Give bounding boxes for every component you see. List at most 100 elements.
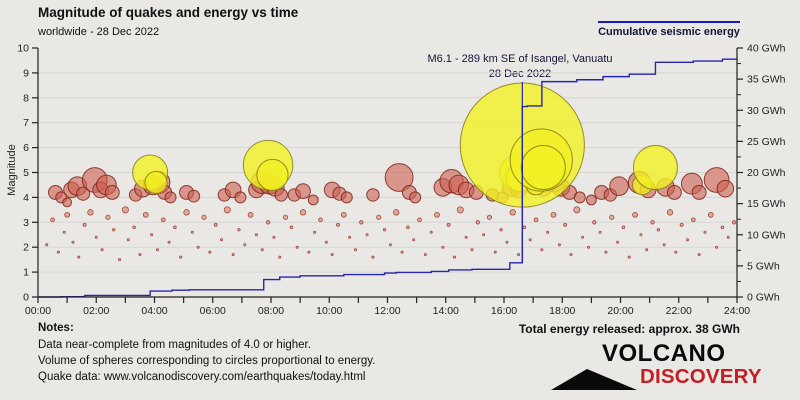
minor-quake-dot bbox=[231, 253, 235, 257]
quake-bubble-red bbox=[609, 176, 629, 196]
y-right-tick-label: 30 GWh bbox=[747, 105, 786, 117]
quake-bubble-red bbox=[366, 188, 380, 202]
minor-quake-dot bbox=[359, 220, 364, 225]
quake-bubble-yellow bbox=[632, 145, 678, 191]
y-left-tick-label: 2 bbox=[23, 242, 29, 254]
x-tick-label: 18:00 bbox=[549, 305, 575, 317]
minor-quake-dot bbox=[348, 235, 352, 239]
minor-quake-dot bbox=[336, 222, 340, 227]
quake-bubble-red bbox=[104, 184, 120, 200]
minor-quake-dot bbox=[289, 225, 294, 230]
quake-bubble-red bbox=[62, 197, 73, 208]
minor-quake-dot bbox=[645, 248, 649, 252]
minor-quake-dot bbox=[569, 253, 573, 257]
minor-quake-dot bbox=[627, 255, 631, 259]
quake-bubble-yellow bbox=[520, 145, 566, 191]
minor-quake-dot bbox=[441, 245, 445, 249]
minor-quake-dot bbox=[557, 243, 561, 247]
minor-quake-dot bbox=[470, 248, 474, 252]
y-right-tick-label: 15 GWh bbox=[747, 198, 786, 210]
minor-quake-dot bbox=[45, 243, 49, 247]
minor-quake-dot bbox=[254, 233, 258, 237]
x-tick-label: 06:00 bbox=[200, 305, 226, 317]
quake-bubble-yellow bbox=[256, 158, 289, 192]
minor-quake-dot bbox=[720, 225, 725, 230]
minor-quake-dot bbox=[118, 258, 122, 262]
quake-bubble-red bbox=[573, 191, 586, 204]
note-line-3[interactable]: Quake data: www.volcanodiscovery.com/ear… bbox=[38, 371, 366, 383]
legend-label: Cumulative seismic energy bbox=[598, 26, 740, 38]
minor-quake-dot bbox=[528, 238, 532, 242]
minor-quake-dot bbox=[318, 217, 323, 223]
logo-volcano-text: VOLCANO bbox=[602, 340, 726, 367]
page-subtitle: worldwide - 28 Dec 2022 bbox=[38, 26, 160, 38]
minor-quake-dot bbox=[393, 209, 400, 216]
y-left-tick-label: 5 bbox=[23, 167, 29, 179]
x-tick-label: 04:00 bbox=[141, 305, 167, 317]
minor-quake-dot bbox=[482, 233, 486, 237]
minor-quake-dot bbox=[540, 248, 544, 252]
quake-bubble-red bbox=[666, 184, 682, 200]
minor-quake-dot bbox=[105, 214, 111, 220]
minor-quake-dot bbox=[406, 225, 410, 230]
y-left-tick-label: 8 bbox=[23, 92, 29, 104]
quake-bubble-red bbox=[409, 191, 422, 204]
quake-bubble-red bbox=[716, 179, 735, 198]
note-line-2: Volume of spheres corresponding to circl… bbox=[38, 355, 376, 367]
minor-quake-dot bbox=[142, 211, 149, 218]
minor-quake-dot bbox=[213, 222, 218, 227]
minor-quake-dot bbox=[376, 214, 382, 220]
x-tick-label: 08:00 bbox=[258, 305, 284, 317]
minor-quake-dot bbox=[446, 222, 451, 227]
quake-bubble-red bbox=[340, 191, 353, 204]
quake-bubble-red bbox=[187, 189, 201, 203]
minor-quake-dot bbox=[382, 228, 387, 232]
minor-quake-dot bbox=[703, 230, 707, 234]
y-right-tick-label: 10 GWh bbox=[747, 229, 786, 241]
minor-quake-dot bbox=[429, 230, 433, 234]
minor-quake-dot bbox=[371, 255, 375, 259]
y-left-tick-label: 6 bbox=[23, 142, 29, 154]
minor-quake-dot bbox=[167, 240, 171, 244]
minor-quake-dot bbox=[138, 253, 142, 257]
quake-bubble-red bbox=[384, 163, 414, 192]
x-tick-label: 12:00 bbox=[374, 305, 400, 317]
page-title: Magnitude of quakes and energy vs time bbox=[38, 5, 299, 20]
minor-quake-dot bbox=[365, 233, 369, 237]
minor-quake-dot bbox=[87, 209, 94, 216]
minor-quake-dot bbox=[126, 238, 130, 242]
minor-quake-dot bbox=[272, 235, 276, 239]
minor-quake-dot bbox=[64, 211, 70, 218]
minor-quake-dot bbox=[697, 253, 701, 257]
minor-quake-dot bbox=[616, 240, 620, 244]
minor-quake-dot bbox=[196, 245, 200, 249]
minor-quake-dot bbox=[94, 235, 98, 239]
minor-quake-dot bbox=[505, 240, 509, 244]
minor-quake-dot bbox=[330, 253, 334, 257]
minor-quake-dot bbox=[598, 230, 602, 234]
minor-quake-dot bbox=[173, 225, 177, 230]
minor-quake-dot bbox=[324, 240, 328, 244]
note-line-1: Data near-complete from magnitudes of 4.… bbox=[38, 339, 311, 351]
minor-quake-dot bbox=[609, 214, 615, 220]
minor-quake-dot bbox=[493, 250, 497, 254]
minor-quake-dot bbox=[201, 214, 207, 220]
minor-quake-dot bbox=[533, 217, 539, 223]
minor-quake-dot bbox=[112, 228, 116, 232]
minor-quake-dot bbox=[265, 220, 271, 225]
minor-quake-dot bbox=[77, 255, 81, 259]
minor-quake-dot bbox=[499, 228, 503, 232]
x-tick-label: 14:00 bbox=[433, 305, 459, 317]
y-right-tick-label: 20 GWh bbox=[747, 167, 786, 179]
minor-quake-dot bbox=[726, 235, 730, 239]
minor-quake-dot bbox=[100, 248, 104, 252]
minor-quake-dot bbox=[707, 211, 714, 218]
minor-quake-dot bbox=[632, 211, 638, 218]
notes-heading: Notes: bbox=[38, 322, 74, 334]
total-energy-released: Total energy released: approx. 38 GWh bbox=[518, 322, 740, 336]
quake-bubble-red bbox=[76, 186, 91, 201]
minor-quake-dot bbox=[50, 217, 55, 223]
x-tick-label: 16:00 bbox=[491, 305, 517, 317]
minor-quake-dot bbox=[546, 230, 550, 234]
